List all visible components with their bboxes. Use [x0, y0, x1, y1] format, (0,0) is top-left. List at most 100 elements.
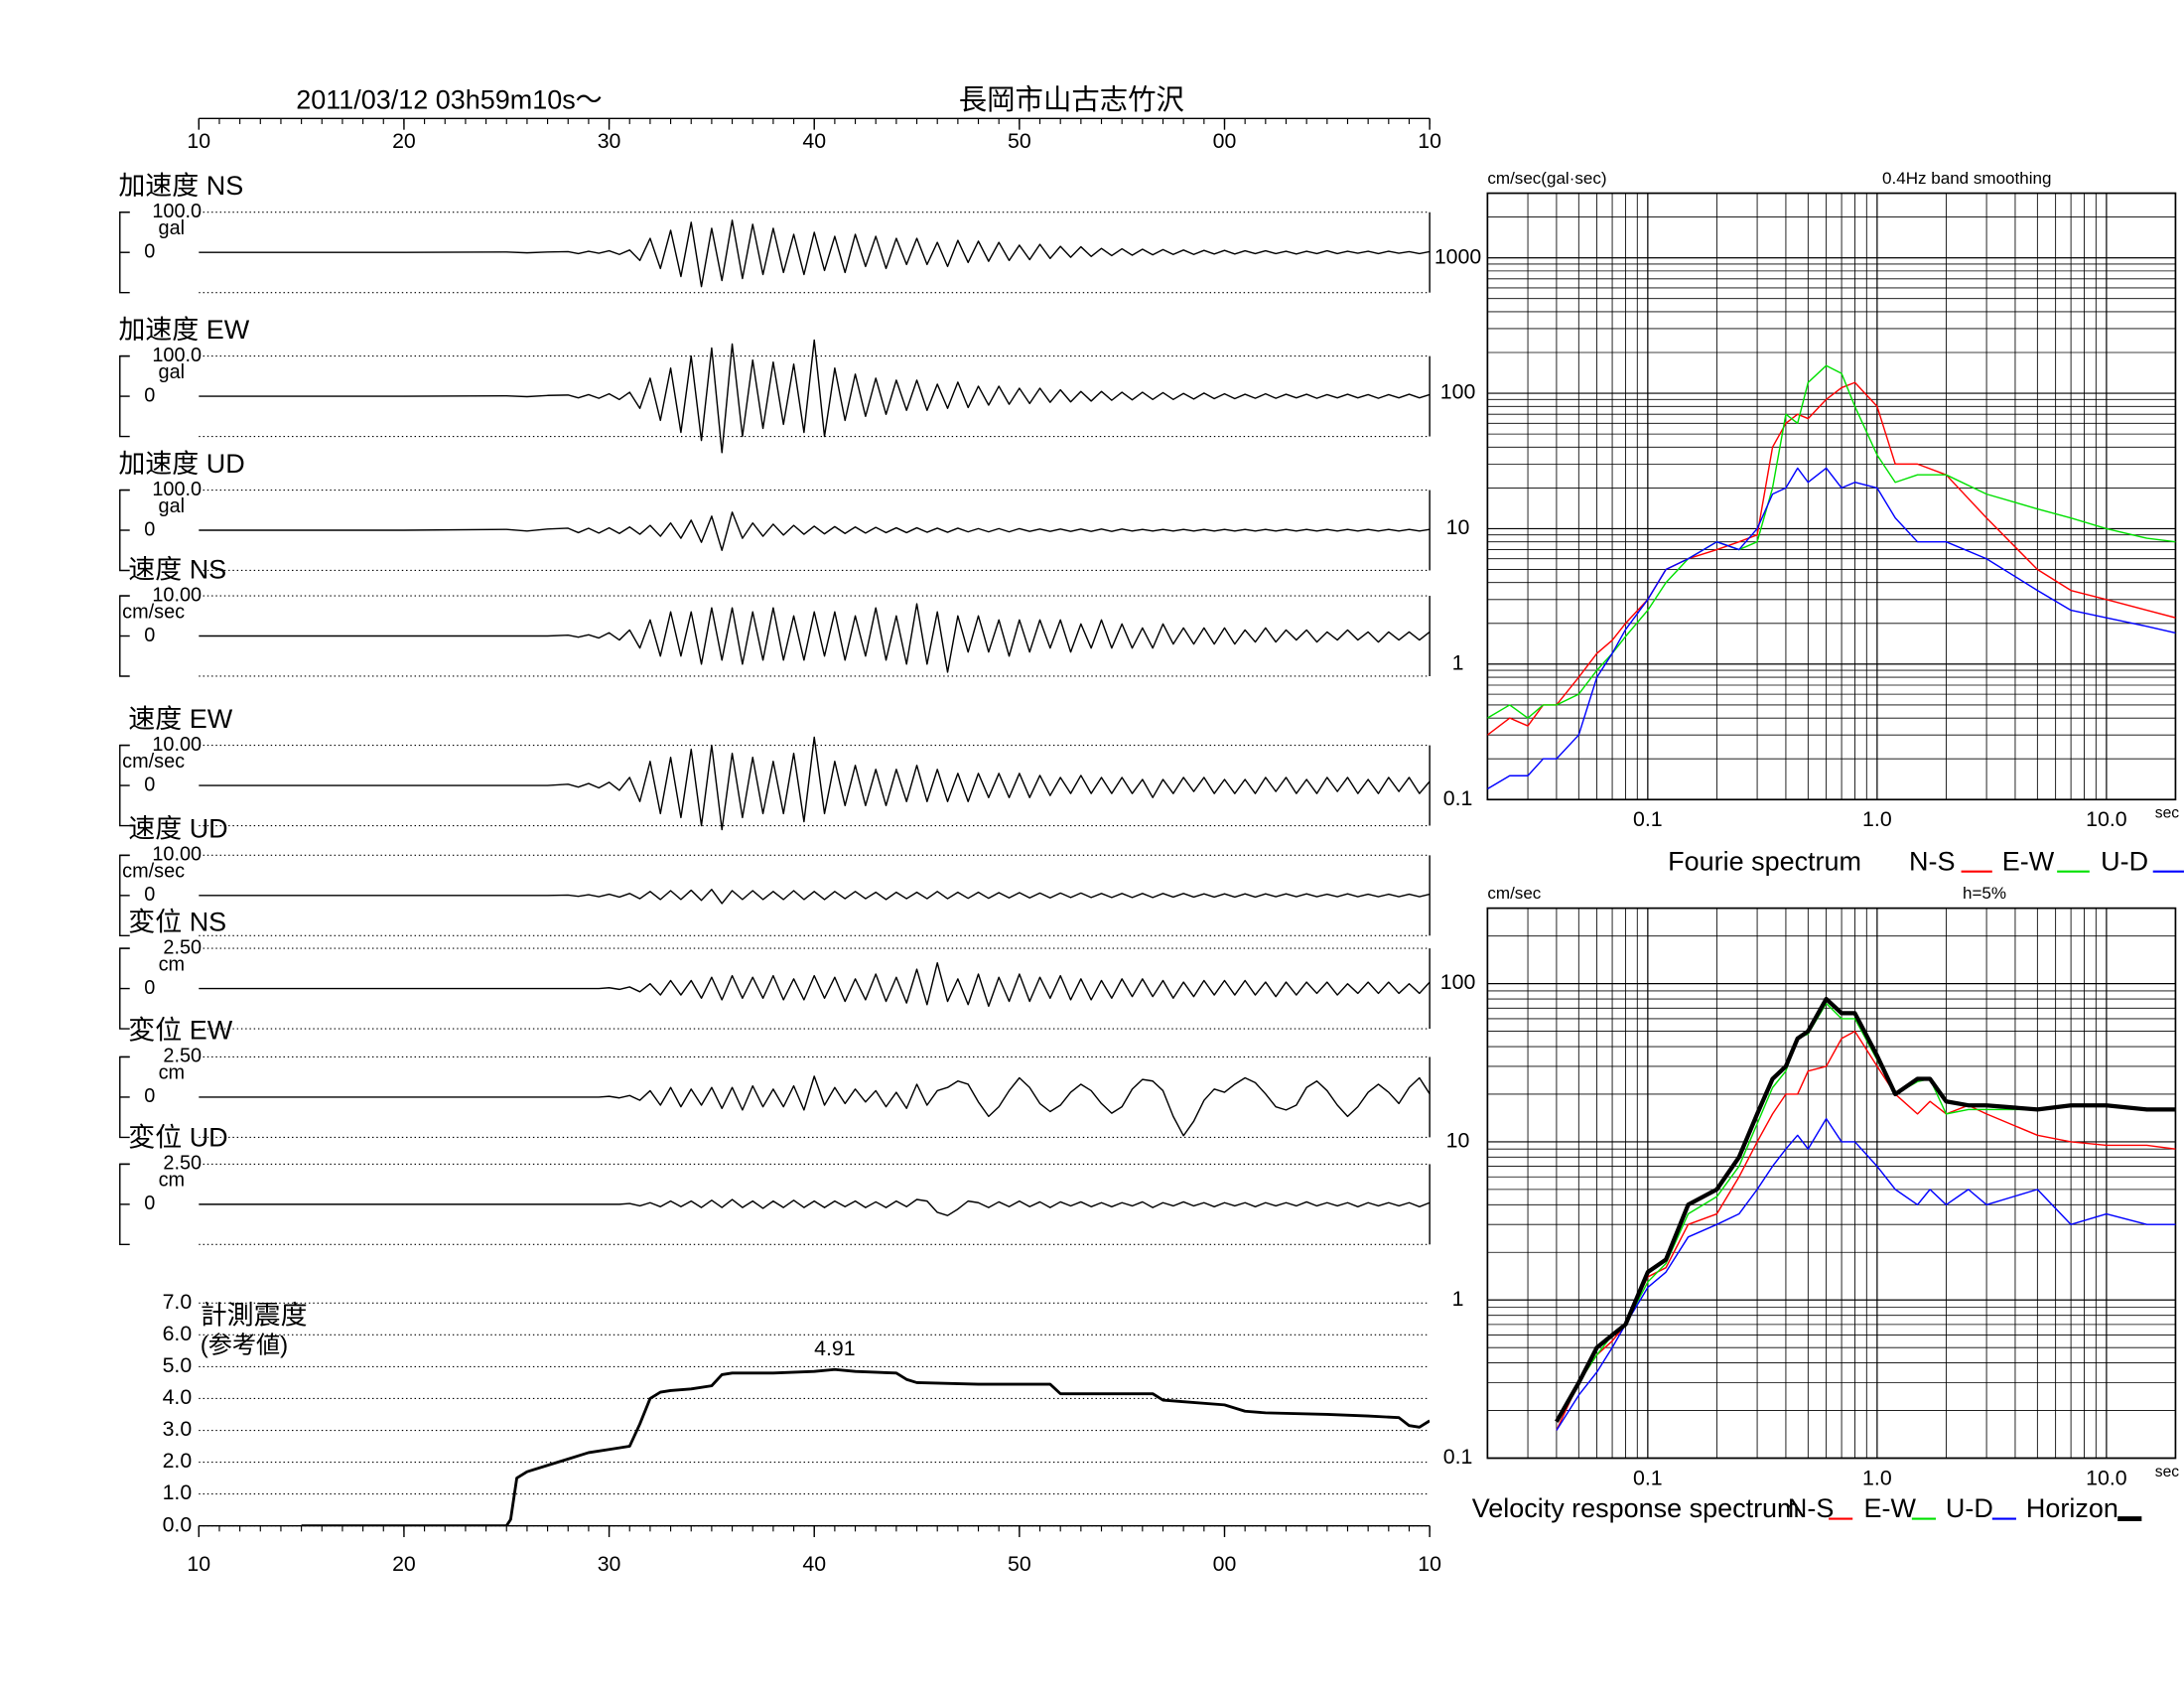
x-tick-label: 10.0: [2086, 807, 2127, 831]
legend-label: E-W: [2002, 846, 2055, 876]
waveform: [199, 1198, 1431, 1216]
panel-title: 速度 NS: [128, 554, 226, 584]
y-tick-label: 100: [1440, 380, 1476, 404]
unit-label: cm: [159, 1062, 186, 1084]
series-line: [1487, 364, 2176, 719]
waveform: [199, 961, 1431, 1008]
series-line: [1487, 467, 2176, 790]
y-tick-label: 10: [1446, 515, 1470, 539]
unit-label: cm/sec: [122, 861, 185, 883]
legend-title: Fourie spectrum: [1668, 846, 1861, 876]
waveform-panel: [199, 1075, 1431, 1137]
waveform: [199, 339, 1431, 454]
y-tick-label: 1: [1452, 650, 1464, 674]
series-group: [1487, 364, 2176, 790]
legend-label: N-S: [1909, 846, 1955, 876]
x-tick-label: 50: [1008, 129, 1031, 153]
waveform: [199, 219, 1431, 288]
x-tick-label: 40: [802, 129, 826, 153]
y-tick-label: 2.50: [163, 1153, 202, 1175]
legend-label: N-S: [1788, 1493, 1834, 1523]
series-group: [1555, 996, 2176, 1431]
y-tick-label: 100.0: [152, 345, 202, 366]
y-tick-label: 0.0: [163, 1512, 193, 1536]
unit-label: cm/sec: [122, 601, 185, 623]
unit-label: gal: [159, 495, 186, 517]
y-tick-label: 2.50: [163, 936, 202, 958]
y-tick-label: 0: [144, 384, 155, 406]
panel-title: 速度 EW: [128, 704, 232, 734]
waveform-panel: [199, 603, 1431, 673]
plot-frame: [1486, 192, 2177, 801]
y-axis-label: cm/sec: [1487, 884, 1541, 903]
y-tick-label: 0: [144, 1193, 155, 1214]
y-tick-label: 6.0: [163, 1322, 193, 1345]
x-tick-label: 00: [1213, 129, 1237, 153]
y-tick-label: 100: [1440, 970, 1476, 994]
y-tick-label: 0: [144, 518, 155, 540]
waveform-panel: [199, 1198, 1431, 1216]
waveform: [199, 736, 1431, 831]
panel-title: 変位 UD: [128, 1123, 227, 1153]
waveform-panel: [199, 219, 1431, 288]
y-tick-label: 100.0: [152, 201, 202, 222]
y-tick-label: 0: [144, 774, 155, 795]
y-axis-label: cm/sec(gal·sec): [1487, 169, 1606, 188]
y-tick-label: 10: [1446, 1129, 1470, 1153]
waveform: [199, 889, 1431, 905]
y-tick-label: 0: [144, 625, 155, 646]
series-line: [1556, 1117, 2176, 1431]
x-axis-label: sec: [2155, 805, 2179, 822]
y-tick-label: 7.0: [163, 1290, 193, 1314]
y-tick-label: 0: [144, 977, 155, 999]
plot-frame: [1486, 907, 2177, 1460]
waveform-panel: [199, 736, 1431, 831]
x-tick-label: 1.0: [1862, 807, 1892, 831]
y-tick-label: 2.0: [163, 1449, 193, 1473]
y-tick-label: 0: [144, 1085, 155, 1107]
y-tick-label: 1: [1452, 1287, 1464, 1311]
y-tick-label: 5.0: [163, 1353, 193, 1377]
x-tick-label: 0.1: [1633, 807, 1663, 831]
unit-label: gal: [159, 217, 186, 239]
y-tick-label: 0.1: [1443, 786, 1473, 810]
note: 0.4Hz band smoothing: [1882, 169, 2051, 188]
legend-label: U-D: [1946, 1493, 1993, 1523]
panel-title: 加速度 EW: [118, 315, 249, 345]
y-tick-label: 4.0: [163, 1385, 193, 1409]
waveform: [199, 603, 1431, 673]
x-tick-label: 40: [802, 1552, 826, 1576]
unit-label: cm: [159, 1170, 186, 1192]
intensity-line: [301, 1367, 1431, 1526]
x-tick-label: 1.0: [1862, 1466, 1892, 1489]
legend-title: Velocity response spectrum: [1472, 1493, 1800, 1523]
x-axis-label: sec: [2155, 1464, 2179, 1480]
y-tick-label: 2.50: [163, 1046, 202, 1067]
series-line: [1487, 381, 2176, 736]
x-tick-label: 10.0: [2086, 1466, 2127, 1489]
x-tick-label: 20: [392, 1552, 416, 1576]
panel-title: 加速度 NS: [118, 171, 243, 201]
y-tick-label: 10.00: [152, 584, 202, 606]
chart-title: 2011/03/12 03h59m10s〜: [296, 84, 602, 114]
chart-title: 計測震度: [201, 1301, 308, 1331]
x-tick-label: 50: [1008, 1552, 1031, 1576]
station-name: 長岡市山古志竹沢: [959, 84, 1184, 116]
waveform: [199, 1075, 1431, 1137]
y-tick-label: 0: [144, 240, 155, 262]
note: h=5%: [1963, 884, 2006, 903]
legend-label: U-D: [2101, 846, 2148, 876]
legend-label: Horizon: [2026, 1493, 2118, 1523]
series-line: [1555, 996, 2176, 1423]
panel-title: 速度 UD: [128, 814, 227, 844]
x-tick-label: 10: [187, 129, 210, 153]
y-tick-label: 1000: [1434, 244, 1482, 268]
y-tick-label: 10.00: [152, 844, 202, 866]
x-tick-label: 30: [598, 1552, 621, 1576]
waveform-panel: [199, 339, 1431, 454]
panel-title: 変位 NS: [128, 907, 226, 936]
x-tick-label: 20: [392, 129, 416, 153]
